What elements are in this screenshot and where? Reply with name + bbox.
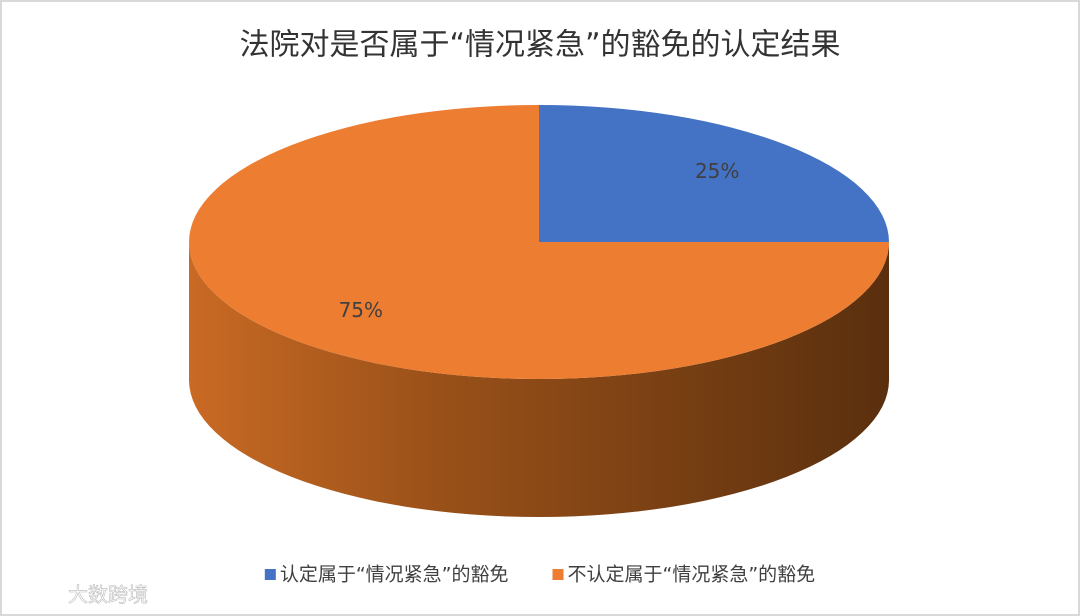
chart-title: 法院对是否属于“情况紧急”的豁免的认定结果 bbox=[239, 28, 840, 63]
data-label: 75% bbox=[339, 298, 383, 322]
watermark: 大数跨境 bbox=[68, 583, 148, 607]
slice bbox=[189, 105, 889, 379]
legend-label: 不认定属于“情况紧急”的豁免 bbox=[568, 564, 816, 586]
legend-label: 认定属于“情况紧急”的豁免 bbox=[280, 564, 509, 586]
legend-swatch bbox=[264, 569, 276, 580]
legend: 认定属于“情况紧急”的豁免 不认定属于“情况紧急”的豁免 bbox=[264, 564, 816, 586]
legend-swatch bbox=[552, 569, 564, 580]
data-label: 25% bbox=[695, 159, 739, 183]
slice-side bbox=[189, 242, 889, 517]
slice bbox=[539, 105, 889, 242]
